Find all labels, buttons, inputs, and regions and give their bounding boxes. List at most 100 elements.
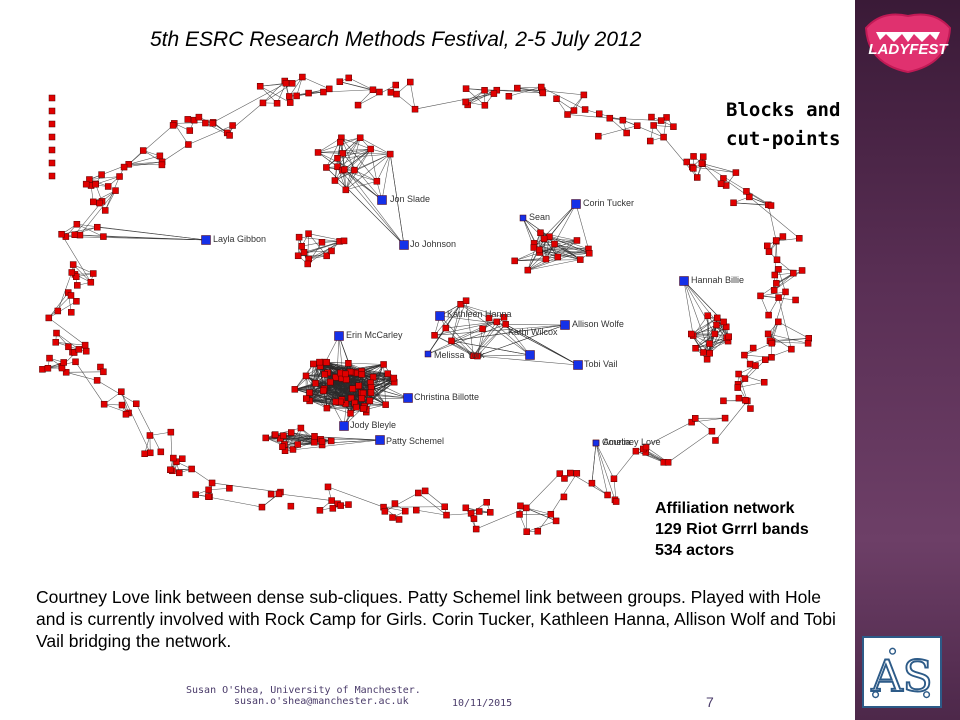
actor-node: [790, 269, 797, 277]
edge: [683, 280, 715, 335]
actor-node: [332, 374, 339, 381]
edge: [595, 442, 615, 479]
actor-node: [642, 443, 650, 451]
ladyfest-logo-text: LADYFEST: [868, 41, 949, 58]
actor-node: [749, 344, 757, 352]
actor-node: [367, 389, 375, 397]
footer-author-line1: Susan O'Shea, University of Manchester.: [186, 685, 421, 696]
actor-node: [62, 369, 70, 376]
actor-node: [112, 187, 119, 194]
edge: [460, 303, 490, 319]
actor-node: [367, 145, 374, 153]
actor-node: [564, 111, 571, 118]
actor-node: [345, 501, 352, 508]
actor-node: [312, 379, 319, 387]
actor-node: [354, 101, 362, 109]
edge: [376, 153, 391, 182]
actor-node: [764, 330, 772, 338]
actor-node: [72, 358, 79, 366]
actor-node: [573, 237, 581, 244]
edge: [381, 154, 391, 201]
edge: [542, 90, 584, 96]
actor-node: [282, 79, 290, 87]
actor-node: [595, 110, 603, 118]
actor-node: [116, 173, 123, 180]
actor-node: [58, 364, 66, 372]
edge: [361, 374, 371, 401]
actor-node: [195, 113, 203, 121]
ladyfest-logo: LADYFEST: [864, 13, 952, 74]
actor-node: [329, 505, 337, 512]
actor-node: [184, 116, 192, 123]
as-monogram-text: AS: [870, 652, 932, 702]
edge: [541, 86, 586, 110]
actor-node: [82, 347, 90, 355]
actor-node: [688, 330, 695, 338]
actor-node: [39, 366, 46, 373]
actor-node: [186, 127, 194, 134]
actor-node: [703, 356, 711, 363]
actor-node: [490, 90, 498, 97]
actor-node: [323, 404, 331, 412]
edge: [715, 400, 748, 441]
actor-node: [768, 354, 775, 361]
actor-count: 534 actors: [655, 542, 735, 559]
edge: [337, 158, 405, 246]
actor-node: [561, 475, 568, 482]
actor-node: [664, 459, 672, 466]
edge: [496, 321, 579, 366]
edge: [149, 431, 171, 436]
actor-node: [804, 340, 812, 347]
edge: [344, 169, 383, 201]
blocks-heading: Blocks and cut-points: [726, 96, 840, 154]
edge: [103, 236, 207, 241]
edge: [776, 270, 803, 284]
actor-node: [717, 180, 725, 188]
actor-node: [299, 73, 306, 81]
edge: [66, 372, 98, 381]
edge: [418, 492, 447, 516]
edge: [693, 317, 718, 336]
edge: [384, 492, 419, 512]
edge: [526, 507, 551, 515]
actor-node: [570, 107, 578, 114]
actor-node: [382, 401, 389, 408]
edge: [262, 76, 303, 104]
actor-node: [741, 351, 748, 359]
actor-node: [331, 177, 339, 184]
edge: [342, 153, 383, 201]
node-label: Allison Wolfe: [572, 319, 624, 329]
actor-node: [588, 479, 596, 487]
actor-node: [660, 133, 667, 141]
cutpoint-node: [435, 311, 445, 321]
actor-node: [349, 385, 356, 392]
edge: [323, 388, 345, 427]
actor-node: [485, 314, 493, 322]
slide-title: 5th ESRC Research Methods Festival, 2-5 …: [150, 28, 642, 51]
actor-node: [775, 294, 782, 301]
actor-node: [757, 292, 764, 300]
actor-node: [327, 437, 335, 445]
edge: [445, 321, 497, 329]
edge: [477, 324, 506, 357]
edge: [533, 203, 577, 248]
actor-node: [580, 91, 588, 99]
actor-node: [67, 292, 75, 299]
actor-node: [741, 375, 749, 382]
actor-node: [735, 394, 743, 402]
actor-node: [291, 386, 299, 393]
actor-node: [133, 400, 140, 408]
edge: [89, 176, 120, 180]
edge: [48, 317, 86, 346]
actor-node: [470, 515, 478, 522]
actor-node: [185, 141, 192, 148]
edge: [326, 167, 405, 246]
edge: [305, 375, 328, 409]
edge: [57, 272, 73, 312]
network-type: Affiliation network: [655, 500, 795, 517]
edge: [460, 304, 531, 356]
edge: [526, 520, 557, 532]
edge: [212, 482, 281, 493]
edge: [527, 259, 581, 271]
edge: [517, 86, 542, 89]
